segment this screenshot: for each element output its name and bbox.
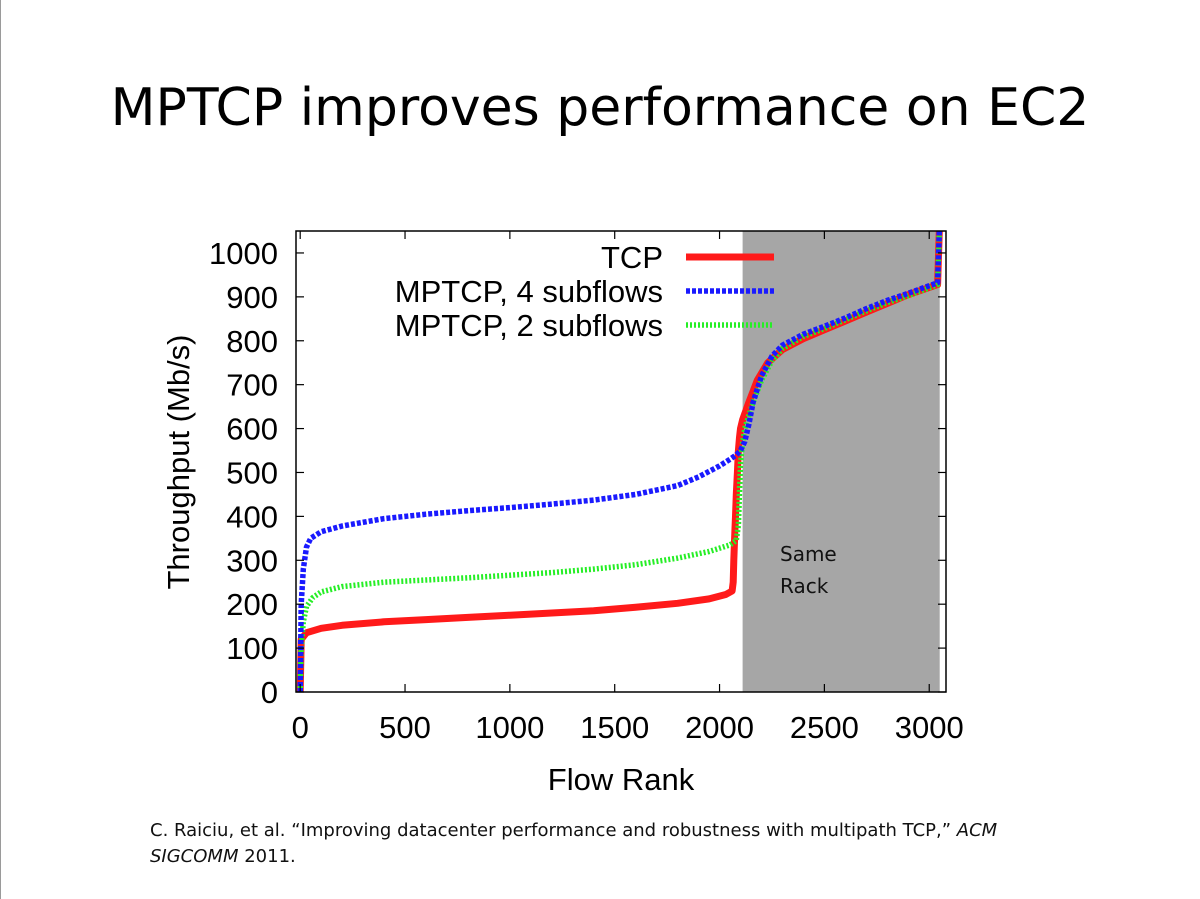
slide-left-border bbox=[0, 0, 1, 899]
y-tick-label: 500 bbox=[226, 455, 278, 490]
legend-label-0: TCP bbox=[601, 240, 663, 275]
x-tick-label: 0 bbox=[292, 710, 309, 745]
same-rack-label-line2: Rack bbox=[780, 574, 829, 598]
citation-venue-part2: SIGCOMM bbox=[150, 846, 239, 867]
x-tick-label: 500 bbox=[379, 710, 431, 745]
x-tick-label: 3000 bbox=[895, 710, 964, 745]
y-tick-label: 1000 bbox=[209, 236, 278, 271]
same-rack-region bbox=[742, 231, 940, 692]
y-tick-label: 100 bbox=[226, 631, 278, 666]
x-tick-label: 1500 bbox=[580, 710, 649, 745]
legend-label-2: MPTCP, 2 subflows bbox=[395, 308, 663, 343]
series-line-2 bbox=[297, 230, 943, 692]
y-tick-label: 200 bbox=[226, 587, 278, 622]
y-tick-label: 300 bbox=[226, 543, 278, 578]
y-tick-label: 900 bbox=[226, 280, 278, 315]
plot-frame bbox=[295, 230, 947, 693]
y-tick-label: 400 bbox=[226, 499, 278, 534]
x-tick-label: 2500 bbox=[790, 710, 859, 745]
y-tick-label: 800 bbox=[226, 324, 278, 359]
x-tick-label: 2000 bbox=[685, 710, 754, 745]
series-line-0 bbox=[296, 230, 943, 692]
citation-paper-title: “Improving datacenter performance and ro… bbox=[291, 820, 952, 841]
y-tick-label: 600 bbox=[226, 412, 278, 447]
slide-title: MPTCP improves performance on EC2 bbox=[110, 78, 1090, 138]
x-tick-label: 1000 bbox=[475, 710, 544, 745]
citation-venue-part1: ACM bbox=[956, 820, 998, 841]
legend-label-1: MPTCP, 4 subflows bbox=[395, 274, 663, 309]
citation-authors: C. Raiciu, et al. bbox=[150, 820, 286, 841]
y-tick-label: 0 bbox=[261, 675, 278, 710]
series-line-1 bbox=[297, 230, 943, 692]
citation-year: 2011. bbox=[244, 846, 296, 867]
y-axis-label: Throughput (Mb/s) bbox=[161, 335, 196, 590]
y-tick-label: 700 bbox=[226, 368, 278, 403]
x-axis-label: Flow Rank bbox=[548, 762, 695, 797]
same-rack-label-line1: Same bbox=[780, 542, 837, 566]
citation: C. Raiciu, et al. “Improving datacenter … bbox=[150, 818, 1110, 870]
